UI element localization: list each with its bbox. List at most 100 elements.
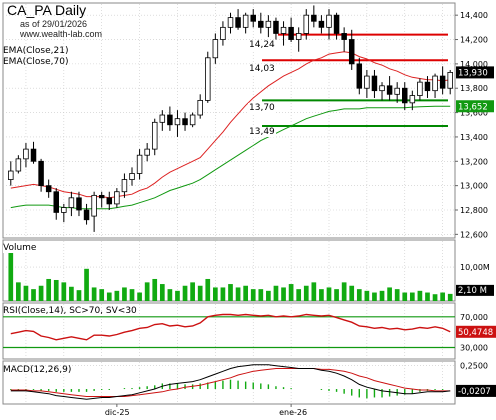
candle-body (417, 81, 423, 96)
candle-body (15, 158, 22, 172)
candle-body (364, 75, 370, 89)
candle-body (23, 148, 29, 160)
macd-label: MACD(12,26,9) (3, 365, 72, 375)
volume-bar (159, 284, 165, 301)
candle-body (76, 197, 82, 211)
ema70-badge: 13,652 (458, 102, 488, 112)
candle-body (159, 114, 166, 123)
rsi-tick-70: 70,000 (460, 313, 488, 322)
volume-bar (137, 292, 142, 301)
candle-body (273, 20, 279, 34)
candle-body (288, 26, 294, 40)
volume-bar (61, 282, 67, 301)
candle-body (280, 26, 287, 34)
volume-bar (46, 278, 52, 301)
volume-bar (334, 289, 339, 301)
price-tick-label: 13,800 (460, 84, 488, 93)
volume-bar (440, 292, 445, 301)
candle-body (30, 148, 37, 162)
candle-body (53, 191, 59, 213)
macd-badge-bg (456, 384, 496, 397)
candle-body (250, 14, 256, 22)
candle-body (205, 57, 211, 101)
rsi-line (10, 313, 451, 341)
x-axis-label: dic-25 (105, 408, 130, 417)
volume-bar (69, 286, 74, 301)
volume-bar (175, 290, 180, 301)
volume-bar (122, 287, 127, 301)
candle-body (106, 197, 113, 205)
volume-bar (205, 278, 211, 301)
price-tick-label: 13,200 (460, 157, 488, 166)
candle-body (8, 170, 14, 180)
volume-bar (281, 287, 286, 301)
x-axis-label: ene-26 (279, 408, 307, 417)
volume-bar (387, 287, 392, 301)
volume-bar (53, 279, 59, 301)
candle-body (235, 17, 241, 28)
symbol-title: CA_PA Daily (7, 2, 87, 18)
candle-body (129, 173, 135, 180)
price-tick-label: 13,000 (460, 182, 488, 191)
macd-pane-frame (2, 360, 456, 405)
candle-body (114, 191, 120, 205)
candle-body (318, 20, 325, 28)
candle-body (432, 75, 438, 92)
rsi-badge-bg (456, 325, 496, 338)
rsi-badge: 50,4748 (458, 328, 493, 338)
price-tick-label: 14,200 (460, 36, 488, 45)
candle-body (439, 75, 446, 89)
price-tick-label: 13,600 (460, 109, 488, 118)
volume-bar (447, 293, 453, 301)
volume-bar (296, 289, 302, 301)
ema70-legend: EMA(Close,70) (3, 57, 69, 67)
rsi-tick-30: 30,000 (460, 343, 488, 352)
level-label-13-70: 13,70 (248, 103, 276, 113)
candle-body (136, 154, 143, 174)
candle-body (265, 20, 272, 28)
price-tick-label: 12,600 (460, 230, 488, 239)
site-line: www.wealth-lab.com (20, 29, 103, 39)
volume-bar (258, 289, 264, 301)
volume-bar (167, 289, 173, 301)
candle-body (121, 179, 128, 193)
candle-body (61, 207, 67, 213)
ema21-legend: EMA(Close,21) (3, 46, 69, 56)
candle-body (182, 118, 188, 126)
volume-bar (190, 282, 195, 301)
level-label-13-49: 13,49 (248, 127, 276, 137)
volume-bar (144, 282, 150, 301)
candle-body (356, 63, 363, 89)
candle-body (447, 72, 453, 89)
candle-body (326, 14, 332, 28)
candle-body (394, 87, 400, 95)
candle-body (68, 197, 75, 208)
volume-bar (129, 289, 135, 301)
candle-body (98, 194, 105, 199)
candle-body (227, 17, 234, 28)
volume-bar (402, 292, 408, 301)
volume-bar (31, 289, 36, 301)
candle-body (311, 14, 317, 22)
candle-body (371, 75, 378, 92)
volume-bar (16, 282, 21, 301)
volume-bar (182, 285, 188, 301)
level-label-14-03: 14,03 (248, 64, 276, 74)
macd-line (10, 364, 451, 400)
candle-body (197, 100, 203, 116)
volume-bar (311, 282, 317, 301)
macd-tick-label: 0,2500 (460, 362, 488, 371)
candle-body (167, 114, 173, 126)
volume-bar (228, 284, 233, 301)
volume-bar (319, 289, 324, 301)
candle-body (424, 81, 431, 92)
volume-bar (114, 290, 120, 301)
rsi-label: RSI(Close,14), SC>70, SV<30 (3, 306, 137, 316)
candle-body (91, 194, 97, 217)
candle-body (295, 33, 302, 40)
volume-bar (152, 278, 158, 301)
volume-bar (76, 290, 82, 301)
volume-bar (243, 285, 249, 301)
